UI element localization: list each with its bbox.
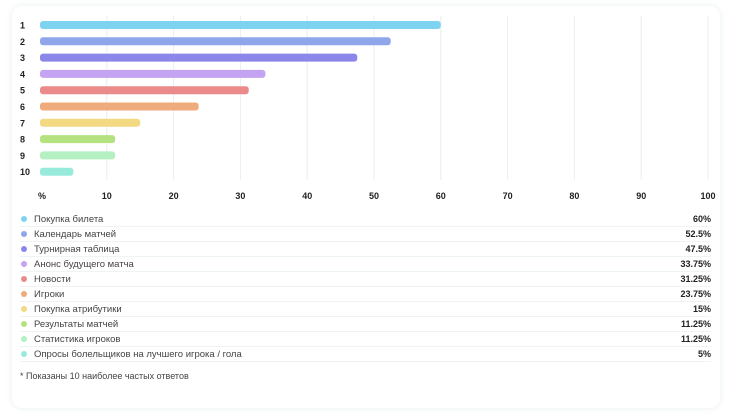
legend-label: Результаты матчей	[34, 318, 119, 330]
legend-color-dot	[21, 321, 27, 327]
category-label: 8	[20, 135, 25, 145]
bar	[40, 53, 358, 62]
legend-label: Новости	[34, 273, 71, 285]
legend-value: 47.5%	[685, 244, 711, 254]
x-tick-label: 100	[700, 191, 715, 201]
x-tick-label: 20	[169, 191, 179, 201]
category-label: 1	[20, 21, 25, 31]
legend-label: Игроки	[34, 288, 65, 300]
legend-color-dot	[21, 246, 27, 252]
legend-value: 15%	[692, 304, 711, 314]
footnote: * Показаны 10 наиболее частых ответов	[20, 371, 189, 381]
category-label: 3	[20, 53, 25, 63]
legend-row: Статистика игроков 11.25%	[20, 332, 711, 347]
legend: Покупка билета 60% Календарь матчей 52.5% Ту…	[20, 212, 711, 362]
legend-label: Календарь матчей	[34, 228, 117, 240]
category-label: 2	[20, 37, 25, 47]
legend-color-dot	[21, 351, 27, 357]
x-tick-label: 80	[569, 191, 579, 201]
legend-color-dot	[21, 291, 27, 297]
legend-color-dot	[21, 306, 27, 312]
x-tick-label: 60	[436, 191, 446, 201]
bar	[40, 86, 249, 95]
category-label: 7	[20, 118, 25, 128]
legend-label: Опросы болельщиков на лучшего игрока / г…	[34, 348, 242, 360]
x-tick-label: 10	[102, 191, 112, 201]
bar-chart: 1 2 3 4 5 6 7 8 9 10% 10 20 30 40 50 60 70 80 90 100	[20, 16, 716, 201]
bar	[40, 118, 141, 127]
legend-color-dot	[21, 216, 27, 222]
bar	[40, 135, 116, 144]
x-tick-label: 70	[503, 191, 513, 201]
legend-label: Покупка билета	[34, 213, 104, 225]
x-tick-label: 90	[636, 191, 646, 201]
legend-row: Календарь матчей 52.5%	[20, 227, 711, 242]
legend-label: Покупка атрибутики	[34, 303, 122, 315]
legend-row: Результаты матчей 11.25%	[20, 317, 711, 332]
legend-value: 31.25%	[680, 274, 711, 284]
x-tick-label: %	[38, 191, 46, 201]
legend-value: 11.25%	[680, 334, 711, 344]
legend-value: 52.5%	[685, 229, 711, 239]
legend-color-dot	[21, 261, 27, 267]
legend-row: Новости 31.25%	[20, 272, 711, 287]
x-tick-label: 30	[235, 191, 245, 201]
bar	[40, 69, 266, 78]
category-label: 4	[20, 69, 25, 79]
category-label: 5	[20, 86, 25, 96]
legend-value: 33.75%	[680, 259, 711, 269]
legend-value: 5%	[697, 349, 711, 359]
legend-color-dot	[21, 336, 27, 342]
x-tick-label: 50	[369, 191, 379, 201]
bar	[40, 102, 199, 111]
legend-row: Покупка билета 60%	[20, 212, 711, 227]
legend-row: Анонс будущего матча 33.75%	[20, 257, 711, 272]
legend-label: Статистика игроков	[34, 333, 121, 345]
legend-row: Опросы болельщиков на лучшего игрока / г…	[20, 347, 711, 362]
bar	[40, 37, 391, 46]
legend-value: 60%	[692, 214, 711, 224]
bar	[40, 167, 74, 176]
category-label: 10	[20, 167, 30, 177]
x-tick-label: 40	[302, 191, 312, 201]
legend-row: Покупка атрибутики 15%	[20, 302, 711, 317]
legend-value: 11.25%	[680, 319, 711, 329]
legend-row: Турнирная таблица 47.5%	[20, 242, 711, 257]
legend-color-dot	[21, 231, 27, 237]
legend-label: Турнирная таблица	[34, 243, 120, 255]
bar	[40, 21, 441, 29]
bar	[40, 151, 116, 160]
legend-row: Игроки 23.75%	[20, 287, 711, 302]
legend-value: 23.75%	[680, 289, 711, 299]
legend-color-dot	[21, 276, 27, 282]
category-label: 6	[20, 102, 25, 112]
category-label: 9	[20, 151, 25, 161]
legend-label: Анонс будущего матча	[34, 258, 134, 270]
